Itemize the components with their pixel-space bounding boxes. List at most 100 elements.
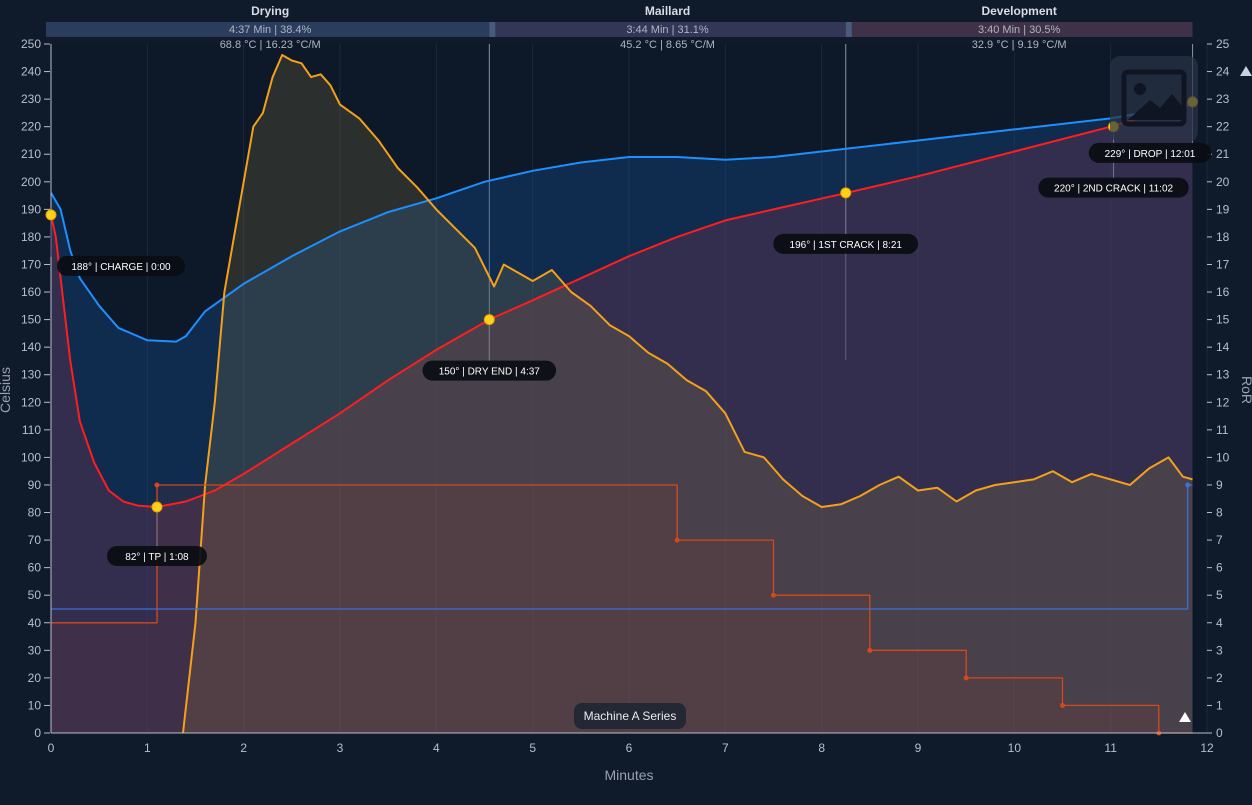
burner-point	[154, 482, 160, 488]
event-marker	[151, 501, 163, 513]
y2-tick-label: 4	[1216, 616, 1223, 630]
phase-title: Maillard	[645, 4, 690, 18]
burner-point	[1060, 702, 1065, 708]
event-label: 220° | 2ND CRACK | 11:02	[1054, 184, 1174, 195]
y-tick-label: 210	[21, 147, 41, 161]
y-tick-label: 40	[28, 616, 42, 630]
bt-area	[51, 101, 1193, 733]
y2-tick-label: 5	[1216, 588, 1223, 602]
x-tick-label: 8	[818, 741, 825, 755]
et-area	[51, 104, 1193, 734]
phase-divider	[845, 22, 852, 37]
y-tick-label: 30	[28, 643, 42, 657]
phase-title: Drying	[251, 4, 289, 18]
et-line	[50, 103, 1193, 343]
burner-point	[674, 537, 680, 543]
expand-icon[interactable]	[1179, 712, 1191, 722]
phase-stats: 32.9 °C | 9.19 °C/M	[972, 39, 1067, 51]
phase-bar	[489, 22, 846, 37]
y-tick-label: 140	[21, 340, 41, 354]
x-tick-label: 3	[337, 741, 344, 755]
x-tick-label: 10	[1008, 741, 1022, 755]
event-label: 82° | TP | 1:08	[125, 552, 189, 563]
phase-bar	[845, 22, 1193, 37]
y2-axis-title: RoR	[1239, 376, 1252, 404]
y2-tick-label: 14	[1216, 340, 1230, 354]
y2-tick-label: 11	[1216, 423, 1229, 437]
y2-tick-label: 17	[1216, 257, 1230, 271]
x-tick-label: 11	[1104, 741, 1117, 755]
x-tick-label: 4	[433, 741, 440, 755]
y-tick-label: 130	[21, 368, 41, 382]
burner-point	[963, 675, 969, 681]
event-label-bg	[773, 233, 919, 254]
y2-tick-label: 25	[1216, 37, 1230, 51]
event-marker	[840, 187, 852, 199]
y-tick-label: 60	[28, 561, 42, 575]
burner-line	[51, 484, 1193, 734]
event-marker	[45, 209, 57, 221]
y2-tick-label: 24	[1216, 65, 1230, 79]
event-label: 196° | 1ST CRACK | 8:21	[790, 240, 903, 251]
phase-duration: 3:40 Min | 30.5%	[978, 24, 1061, 36]
ror-area	[182, 55, 1193, 733]
burner-point	[867, 647, 873, 653]
x-tick-label: 9	[915, 741, 922, 755]
y-tick-label: 180	[21, 230, 41, 244]
y2-tick-label: 0	[1216, 726, 1223, 740]
y-tick-label: 80	[28, 506, 42, 520]
y-tick-label: 170	[21, 257, 41, 271]
y-tick-label: 50	[28, 588, 42, 602]
phase-stats: 45.2 °C | 8.65 °C/M	[620, 39, 715, 51]
y-axis-title: Celsius	[0, 367, 13, 413]
y2-tick-label: 13	[1216, 368, 1230, 382]
y-tick-label: 240	[21, 65, 41, 79]
x-tick-label: 0	[48, 741, 55, 755]
event-label-bg	[106, 546, 207, 567]
legend-label: Machine A Series	[584, 709, 677, 723]
scroll-up-icon[interactable]	[1240, 66, 1252, 76]
y-tick-label: 0	[34, 726, 41, 740]
y2-tick-label: 15	[1216, 313, 1230, 327]
y-tick-label: 190	[21, 202, 41, 216]
y-tick-label: 90	[28, 478, 42, 492]
y2-tick-label: 7	[1216, 533, 1223, 547]
x-tick-label: 6	[626, 741, 633, 755]
x-tick-label: 2	[240, 741, 247, 755]
y2-tick-label: 16	[1216, 285, 1230, 299]
y-tick-label: 150	[21, 313, 41, 327]
event-label-bg	[57, 255, 185, 276]
phase-bar	[46, 22, 490, 37]
event-marker	[483, 314, 495, 326]
event-label-bg	[422, 360, 557, 381]
y2-tick-label: 3	[1216, 643, 1223, 657]
ror-line	[182, 54, 1193, 734]
y2-tick-label: 22	[1216, 120, 1230, 134]
legend[interactable]: Machine A Series	[574, 703, 686, 729]
y-tick-label: 160	[21, 285, 41, 299]
y-tick-label: 250	[21, 37, 41, 51]
y2-tick-label: 18	[1216, 230, 1230, 244]
y-tick-label: 20	[28, 671, 42, 685]
x-axis-title: Minutes	[604, 767, 653, 783]
y-tick-label: 200	[21, 175, 41, 189]
x-tick-label: 12	[1200, 741, 1214, 755]
image-placeholder-icon[interactable]	[1110, 56, 1198, 142]
event-label: 188° | CHARGE | 0:00	[71, 262, 171, 273]
y-tick-label: 70	[28, 533, 42, 547]
phase-stats: 68.8 °C | 16.23 °C/M	[220, 39, 321, 51]
y-tick-label: 120	[21, 395, 41, 409]
y2-tick-label: 21	[1216, 147, 1230, 161]
y2-tick-label: 6	[1216, 561, 1223, 575]
y2-tick-label: 19	[1216, 202, 1230, 216]
x-tick-label: 7	[722, 741, 729, 755]
x-tick-label: 1	[144, 741, 151, 755]
y2-tick-label: 23	[1216, 92, 1230, 106]
y2-tick-label: 9	[1216, 478, 1223, 492]
phase-title: Development	[981, 4, 1056, 18]
event-label-bg	[1038, 177, 1189, 198]
phase-duration: 3:44 Min | 31.1%	[626, 24, 709, 36]
y2-tick-label: 2	[1216, 671, 1223, 685]
event-label-bg	[1088, 142, 1212, 163]
